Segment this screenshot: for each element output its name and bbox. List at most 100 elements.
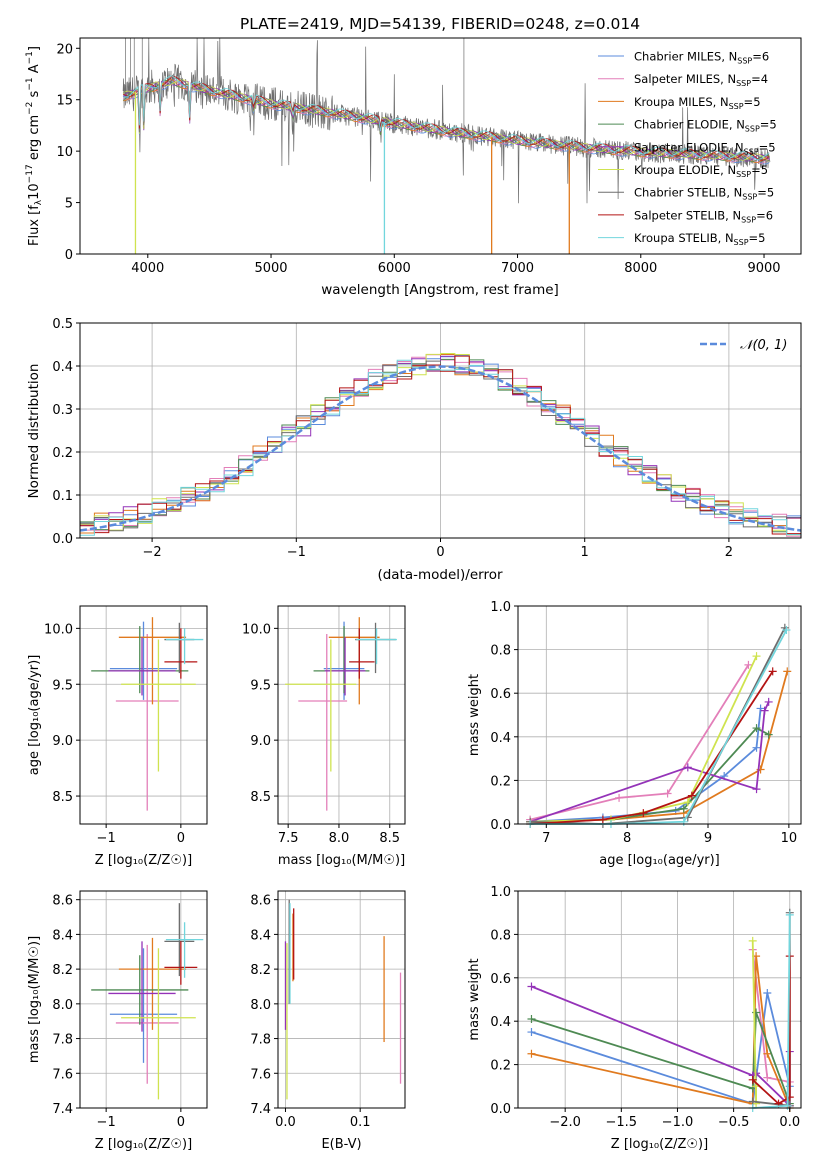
legend-n: N bbox=[734, 186, 743, 200]
legend-nssp: 5 bbox=[753, 95, 760, 109]
mass-weight-series-line bbox=[530, 670, 774, 825]
x-tick-label: −1 bbox=[97, 1115, 116, 1130]
y-tick-label: 8.4 bbox=[52, 928, 73, 943]
mass-weight-marker bbox=[663, 789, 672, 798]
panel-frame bbox=[517, 605, 802, 825]
legend-nssp: 5 bbox=[768, 140, 775, 154]
y-tick-label: 7.8 bbox=[250, 1033, 271, 1048]
legend-n: N bbox=[735, 140, 744, 154]
y-tick-label: 0.2 bbox=[490, 774, 511, 789]
legend-series-name: Chabrier MILES bbox=[634, 50, 721, 64]
spectrum-ylabel: Flux [fλ10−17 erg cm−2 s−1 A−1] bbox=[25, 46, 44, 246]
spectrum-xticks: 4000 5000 6000 7000 8000 9000 bbox=[131, 254, 781, 276]
x-axis-label: Z [log₁₀(Z/Z☉)] bbox=[95, 1137, 192, 1152]
mass-weight-marker bbox=[752, 785, 761, 794]
legend-nssp: 5 bbox=[758, 231, 765, 245]
y-tick-label: 8.2 bbox=[52, 963, 73, 978]
mass-weight-series-line bbox=[530, 655, 758, 823]
mass-weight-marker bbox=[683, 798, 692, 807]
y-tick-label: 0.2 bbox=[490, 1059, 511, 1074]
x-tick-label: 0 bbox=[436, 545, 444, 560]
x-tick-label: 0 bbox=[177, 831, 185, 846]
legend-nssp: 5 bbox=[767, 186, 774, 200]
normal-legend: 𝒩(0, 1) bbox=[700, 338, 787, 353]
x-tick-label: 8 bbox=[623, 831, 631, 846]
mass-weight-marker bbox=[527, 1028, 536, 1037]
y-axis-label: mass weight bbox=[467, 674, 482, 756]
legend-n: N bbox=[727, 163, 736, 177]
mass-weight-marker bbox=[760, 706, 769, 715]
legend-label: Kroupa MILES, NSSP=5 bbox=[634, 95, 761, 111]
panel-plot-area bbox=[91, 617, 204, 811]
legend-ssp-subscript: SSP bbox=[742, 193, 757, 202]
mass-weight-marker bbox=[785, 910, 794, 919]
x-tick-label: 0.0 bbox=[779, 1115, 800, 1130]
x-tick-label: −2.0 bbox=[549, 1115, 581, 1130]
legend-ssp-subscript: SSP bbox=[734, 238, 749, 247]
y-tick-label: 8.4 bbox=[250, 928, 271, 943]
x-tick-label: 6000 bbox=[378, 261, 411, 276]
mass-weight-series-line bbox=[531, 992, 791, 1105]
y-tick-label: 5 bbox=[65, 197, 73, 212]
legend-ssp-subscript: SSP bbox=[729, 102, 744, 111]
mass-weight-marker bbox=[527, 1015, 536, 1024]
x-axis-label: E(B-V) bbox=[321, 1137, 361, 1152]
y-tick-label: 9.5 bbox=[52, 678, 73, 693]
mass-weight-marker bbox=[752, 724, 761, 733]
mass-weight-marker bbox=[763, 1073, 772, 1082]
x-tick-label: 9 bbox=[704, 831, 712, 846]
residual-panel: −2 −1 0 1 2 0.0 0.1 0.2 0.3 0.4 0.5 (data-model)/… bbox=[26, 317, 802, 583]
panel-frame bbox=[517, 890, 802, 1109]
y-tick-label: 0.0 bbox=[52, 532, 73, 547]
legend-label: Chabrier ELODIE, NSSP=5 bbox=[634, 118, 777, 134]
panel-grid bbox=[278, 891, 405, 1109]
y-tick-label: 0.1 bbox=[52, 489, 73, 504]
y-tick-label: 0.3 bbox=[52, 403, 73, 418]
normal-legend-label: 𝒩(0, 1) bbox=[740, 338, 787, 353]
legend-separator: , bbox=[729, 118, 736, 132]
y-tick-label: 20 bbox=[56, 42, 73, 57]
panel-frame bbox=[79, 605, 208, 825]
legend-ssp-subscript: SSP bbox=[745, 125, 760, 134]
y-tick-label: 10 bbox=[56, 145, 73, 160]
age-vs-metallicity-panel: −1 0 8.5 9.0 9.5 10.0 Z [log₁₀(Z/Z☉)] age [log₁… bbox=[27, 605, 208, 868]
spectrum-title: PLATE=2419, MJD=54139, FIBERID=0248, z=0… bbox=[240, 15, 640, 33]
legend-separator: , bbox=[726, 186, 733, 200]
x-tick-label: 10 bbox=[781, 831, 798, 846]
x-tick-label: 0 bbox=[177, 1115, 185, 1130]
legend-n: N bbox=[736, 118, 745, 132]
x-tick-label: 8000 bbox=[624, 261, 657, 276]
y-tick-label: 8.0 bbox=[52, 998, 73, 1013]
legend-label: Chabrier STELIB, NSSP=5 bbox=[634, 186, 774, 202]
y-axis-label: age [log₁₀(age/yr)] bbox=[27, 655, 42, 776]
mass-weight-marker bbox=[527, 1049, 536, 1058]
residual-xlabel: (data-model)/error bbox=[377, 567, 503, 583]
legend-separator: , bbox=[721, 50, 728, 64]
y-tick-label: 7.6 bbox=[250, 1067, 271, 1082]
y-tick-label: 0.2 bbox=[52, 446, 73, 461]
x-tick-label: 7.5 bbox=[278, 831, 299, 846]
panel-plot-area bbox=[284, 899, 402, 1100]
legend-nssp: 6 bbox=[766, 208, 773, 222]
legend-nssp: 5 bbox=[769, 118, 776, 132]
panel-frame bbox=[277, 605, 406, 825]
legend-equals: = bbox=[744, 95, 754, 109]
model-spectrum-line bbox=[123, 75, 770, 161]
y-axis-label: mass [log₁₀(M/M☉)] bbox=[27, 936, 42, 1063]
x-tick-label: −0.5 bbox=[718, 1115, 750, 1130]
legend-nssp: 5 bbox=[761, 163, 768, 177]
model-spectrum-line bbox=[122, 79, 770, 162]
mass-weight-marker bbox=[679, 817, 688, 826]
spectrum-frame bbox=[79, 37, 802, 255]
panel-plot-area bbox=[526, 623, 792, 828]
y-tick-label: 10.0 bbox=[242, 622, 271, 637]
mass-weight-marker bbox=[756, 704, 765, 713]
mass-vs-extinction-panel: 0.0 0.1 7.4 7.6 7.8 8.0 8.2 8.4 8.6 E(B-V) bbox=[250, 890, 406, 1152]
x-tick-label: 0.0 bbox=[275, 1115, 296, 1130]
legend-ssp-subscript: SSP bbox=[736, 170, 751, 179]
x-tick-label: 7 bbox=[542, 831, 550, 846]
y-axis-label: mass weight bbox=[467, 958, 482, 1040]
legend-equals: = bbox=[760, 118, 770, 132]
